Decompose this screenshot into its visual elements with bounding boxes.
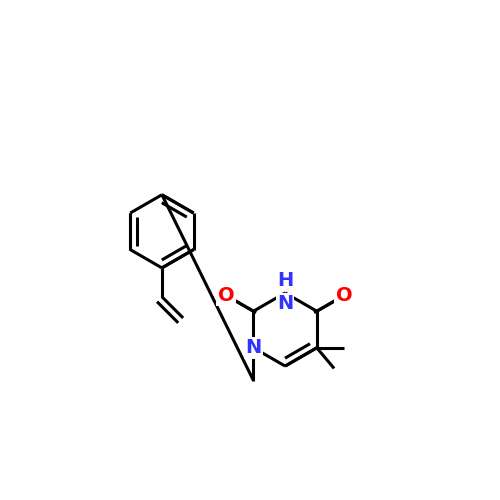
- Text: O: O: [336, 286, 352, 305]
- Text: O: O: [218, 286, 234, 305]
- Text: H: H: [277, 271, 293, 290]
- Text: N: N: [246, 338, 262, 357]
- Text: N: N: [277, 294, 293, 312]
